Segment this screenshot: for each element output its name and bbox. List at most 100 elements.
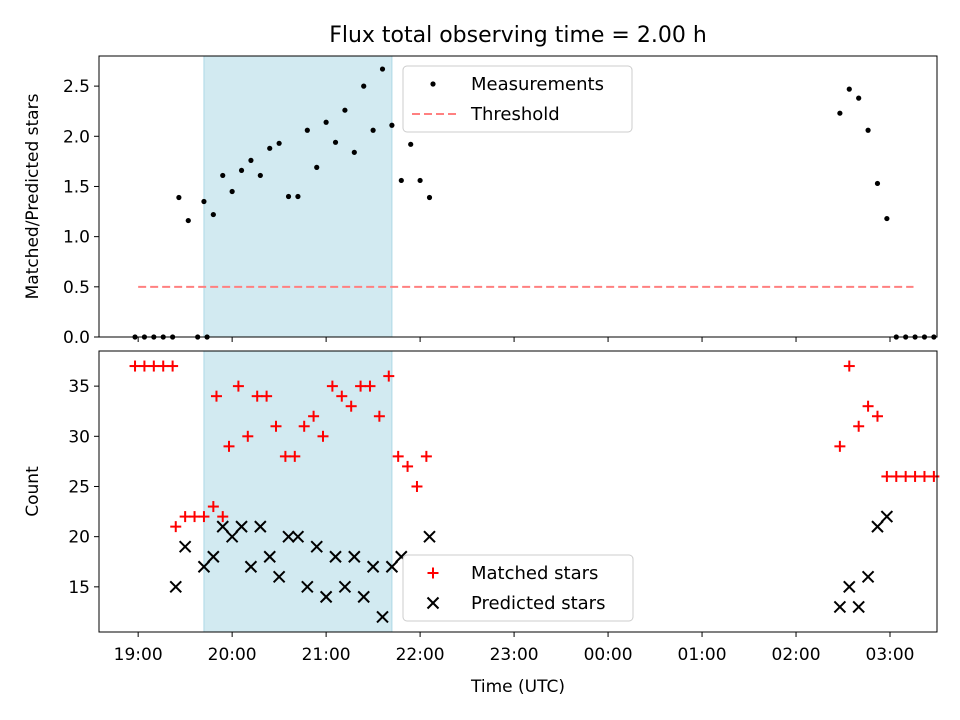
matched-star-point <box>242 430 254 442</box>
x-tick-label: 20:00 <box>208 645 257 665</box>
matched-star-point <box>890 470 902 482</box>
predicted-star-point <box>282 530 295 543</box>
x-tick-label: 00:00 <box>584 645 633 665</box>
predicted-star-point <box>225 530 239 543</box>
matched-star-point <box>853 420 865 432</box>
predicted-star-point <box>301 580 314 594</box>
predicted-star-point <box>244 560 258 573</box>
predicted-star-point <box>310 540 323 553</box>
top-y-axis-label: Matched/Predicted stars <box>23 93 43 299</box>
legend-matched-label: Matched stars <box>471 563 598 584</box>
predicted-star-point <box>235 520 248 533</box>
y-tick-label: 0.5 <box>63 278 90 298</box>
matched-star-point <box>157 360 169 372</box>
predicted-star-point <box>861 570 875 584</box>
top-panel-ticks: 0.0 0.5 1.0 1.5 2.0 2.5 <box>63 77 891 348</box>
matched-star-point <box>148 360 160 372</box>
predicted-star-point <box>216 520 229 533</box>
y-tick-label: 2.5 <box>63 77 90 97</box>
matched-star-point <box>251 390 263 402</box>
measurement-point <box>342 107 348 113</box>
matched-star-point <box>207 501 219 513</box>
measurement-point <box>304 127 310 133</box>
matched-star-point <box>279 450 291 462</box>
predicted-star-point <box>338 580 352 594</box>
predicted-star-point <box>366 560 380 573</box>
measurement-point <box>229 188 235 195</box>
x-tick-label: 22:00 <box>396 645 445 665</box>
bottom-legend-box <box>402 554 634 622</box>
matched-star-point <box>210 390 222 402</box>
predicted-star-point <box>376 610 389 624</box>
measurement-point <box>856 95 862 101</box>
predicted-star-point <box>178 540 192 553</box>
matched-star-point <box>138 360 150 372</box>
matched-star-point <box>373 410 385 422</box>
measurement-point <box>323 119 329 125</box>
matched-star-point <box>198 511 210 523</box>
matched-star-point <box>270 420 282 432</box>
matched-star-point <box>217 511 229 523</box>
y-tick-label: 25 <box>68 477 90 497</box>
legend-plus-glyph <box>427 567 439 579</box>
matched-star-point <box>834 440 846 452</box>
matched-star-point <box>232 380 244 392</box>
predicted-star-point <box>263 550 276 563</box>
x-tick-label: 21:00 <box>302 645 351 665</box>
predicted-star-point <box>169 580 182 594</box>
measurement-point <box>361 83 367 89</box>
matched-star-point <box>167 360 179 372</box>
matched-star-point <box>900 470 912 482</box>
matched-star-point <box>129 360 141 372</box>
matched-star-point <box>411 480 423 492</box>
measurement-point <box>846 86 852 92</box>
predicted-star-point <box>348 550 361 563</box>
predicted-star-point <box>272 570 286 584</box>
matched-star-point <box>317 430 329 442</box>
measurement-point <box>389 122 395 128</box>
measurement-point <box>332 139 339 145</box>
chart-title: Flux total observing time = 2.00 h <box>329 23 707 48</box>
measurement-point <box>370 127 376 133</box>
legend-threshold-label: Threshold <box>470 104 560 125</box>
legend-predicted-label: Predicted stars <box>471 593 605 614</box>
legend-matched-marker <box>427 567 439 579</box>
measurement-point <box>210 211 216 218</box>
y-tick-label: 20 <box>68 528 90 548</box>
matched-star-point <box>420 450 432 462</box>
y-tick-label: 35 <box>68 377 90 397</box>
measurement-point <box>865 127 871 133</box>
x-axis-label: Time (UTC) <box>470 677 565 697</box>
measurement-point <box>874 180 881 187</box>
predicted-star-point <box>357 590 370 604</box>
bottom-panel: 15 20 25 30 35 19:00 20:00 21:00 22:00 23:00 00:00… <box>23 350 940 697</box>
legend-measurements-marker <box>430 81 436 87</box>
measurement-point <box>285 193 292 200</box>
matched-star-point <box>909 470 921 482</box>
matched-star-point <box>871 410 883 422</box>
measurement-point <box>267 145 273 151</box>
matched-star-point <box>355 380 367 392</box>
bottom-legend: Matched stars Predicted stars <box>402 554 634 622</box>
top-panel: 0.0 0.5 1.0 1.5 2.0 2.5 Matched/Predicted sta… <box>23 55 938 348</box>
matched-star-point <box>392 450 404 462</box>
predicted-star-point <box>291 530 305 543</box>
matched-star-point <box>179 511 191 523</box>
measurement-point <box>884 215 890 222</box>
measurement-point <box>176 194 182 201</box>
bottom-y-axis-label: Count <box>23 466 43 517</box>
matched-star-point <box>326 380 338 392</box>
matched-star-point <box>918 470 930 482</box>
measurement-point <box>220 172 226 179</box>
bottom-panel-marks <box>129 360 940 624</box>
legend-x-glyph <box>426 596 440 610</box>
measurement-point <box>248 157 254 163</box>
y-tick-label: 30 <box>68 427 90 447</box>
top-panel-frame <box>98 55 938 338</box>
measurement-point <box>379 66 386 72</box>
matched-star-point <box>170 521 182 533</box>
predicted-star-point <box>843 580 856 594</box>
measurement-point <box>238 167 245 174</box>
predicted-star-point <box>319 590 333 604</box>
